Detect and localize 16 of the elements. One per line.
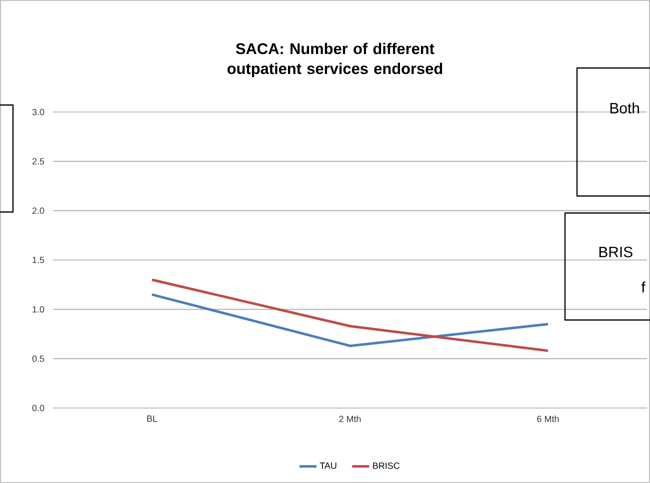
legend-label: TAU [320,462,336,469]
y-tick-label: 1.0 [32,306,44,313]
annotation: BRIS [599,246,632,258]
y-tick-label: 1.5 [32,256,44,264]
y-tick-label: 3.0 [32,108,44,116]
x-tick-label: 6 Mth [537,416,559,422]
y-tick-label: 0.5 [32,355,44,362]
x-tick-label: BL [147,416,158,422]
chart-title: SACA: Number of different outpatient services endorsed [227,42,442,78]
annotation: Both [610,102,639,114]
y-tick-label: 2.0 [32,207,44,214]
y-tick-label: 2.5 [32,158,44,165]
x-tick-label: 2 Mth [339,416,361,422]
y-tick-label: 0.0 [32,404,44,412]
annotation: f [641,282,646,292]
legend-label: BRISC [373,462,400,469]
